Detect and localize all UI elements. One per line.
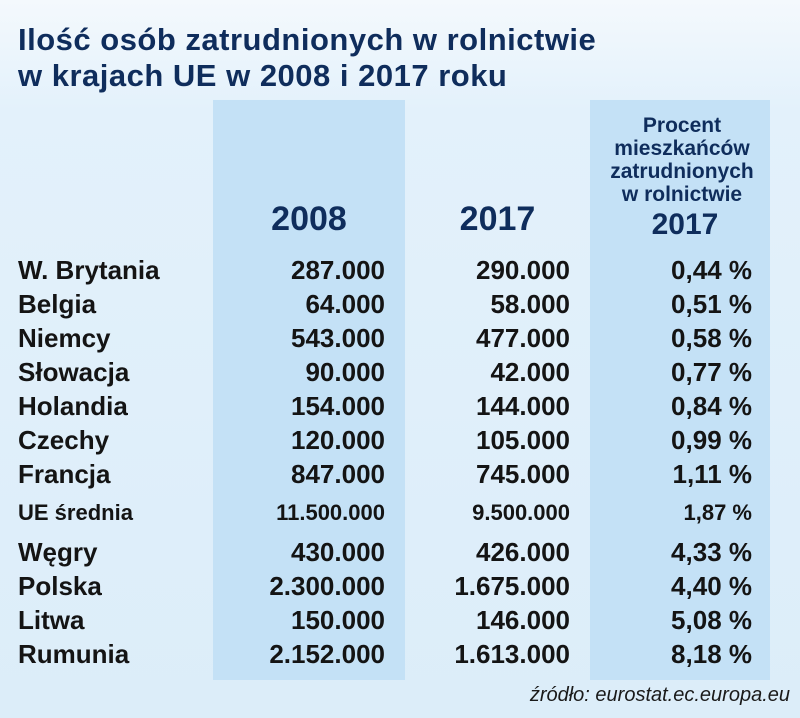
title-line: Ilość osób zatrudnionych w rolnictwie <box>18 22 597 57</box>
cell-value: 105.000 <box>476 425 570 455</box>
row-label: Węgry <box>18 537 98 567</box>
cell-value: 150.000 <box>291 605 385 635</box>
row-label: UE średnia <box>18 500 133 525</box>
cell-value: 64.000 <box>305 289 385 319</box>
row-label: Niemcy <box>18 323 111 353</box>
cell-value: 90.000 <box>305 357 385 387</box>
cell-value: 1,87 % <box>683 500 753 525</box>
row-label: Polska <box>18 571 102 601</box>
cell-value: 5,08 % <box>671 605 752 635</box>
cell-value: 42.000 <box>490 357 570 387</box>
row-label: Belgia <box>18 289 97 319</box>
cell-value: 0,58 % <box>671 323 752 353</box>
row-label: Holandia <box>18 391 128 421</box>
header-line: w rolnictwie <box>621 183 743 206</box>
row-label: Czechy <box>18 425 110 455</box>
cell-value: 1.613.000 <box>454 639 570 669</box>
row-label: Rumunia <box>18 639 130 669</box>
cell-value: 287.000 <box>291 255 385 285</box>
cell-value: 0,51 % <box>671 289 752 319</box>
cell-value: 477.000 <box>476 323 570 353</box>
cell-value: 0,77 % <box>671 357 752 387</box>
header-line: Procent <box>642 114 722 137</box>
cell-value: 0,44 % <box>671 255 752 285</box>
cell-value: 8,18 % <box>671 639 752 669</box>
cell-value: 146.000 <box>476 605 570 635</box>
cell-value: 58.000 <box>490 289 570 319</box>
cell-value: 154.000 <box>291 391 385 421</box>
row-label: Litwa <box>18 605 85 635</box>
row-label: Słowacja <box>18 357 130 387</box>
cell-value: 9.500.000 <box>472 500 570 525</box>
cell-value: 144.000 <box>476 391 570 421</box>
column-header: 2017 <box>651 208 719 241</box>
cell-value: 1.675.000 <box>454 571 570 601</box>
column-band <box>590 100 770 680</box>
cell-value: 0,99 % <box>671 425 752 455</box>
column-band <box>213 100 405 680</box>
source-note: źródło: eurostat.ec.europa.eu <box>529 684 790 706</box>
header-line: mieszkańców <box>614 137 750 160</box>
cell-value: 290.000 <box>476 255 570 285</box>
row-label: W. Brytania <box>18 255 160 285</box>
column-header: 2017 <box>459 200 536 238</box>
cell-value: 426.000 <box>476 537 570 567</box>
title-line: w krajach UE w 2008 i 2017 roku <box>18 58 508 93</box>
cell-value: 0,84 % <box>671 391 752 421</box>
header-line: zatrudnionych <box>610 160 754 183</box>
cell-value: 847.000 <box>291 459 385 489</box>
cell-value: 1,11 % <box>672 459 752 489</box>
cell-value: 745.000 <box>476 459 570 489</box>
cell-value: 2.152.000 <box>269 639 385 669</box>
column-header: 2008 <box>271 200 347 238</box>
cell-value: 430.000 <box>291 537 385 567</box>
cell-value: 4,40 % <box>671 571 752 601</box>
cell-value: 2.300.000 <box>269 571 385 601</box>
cell-value: 543.000 <box>291 323 385 353</box>
cell-value: 120.000 <box>291 425 385 455</box>
cell-value: 4,33 % <box>671 537 752 567</box>
cell-value: 11.500.000 <box>276 500 385 525</box>
row-label: Francja <box>18 459 111 489</box>
